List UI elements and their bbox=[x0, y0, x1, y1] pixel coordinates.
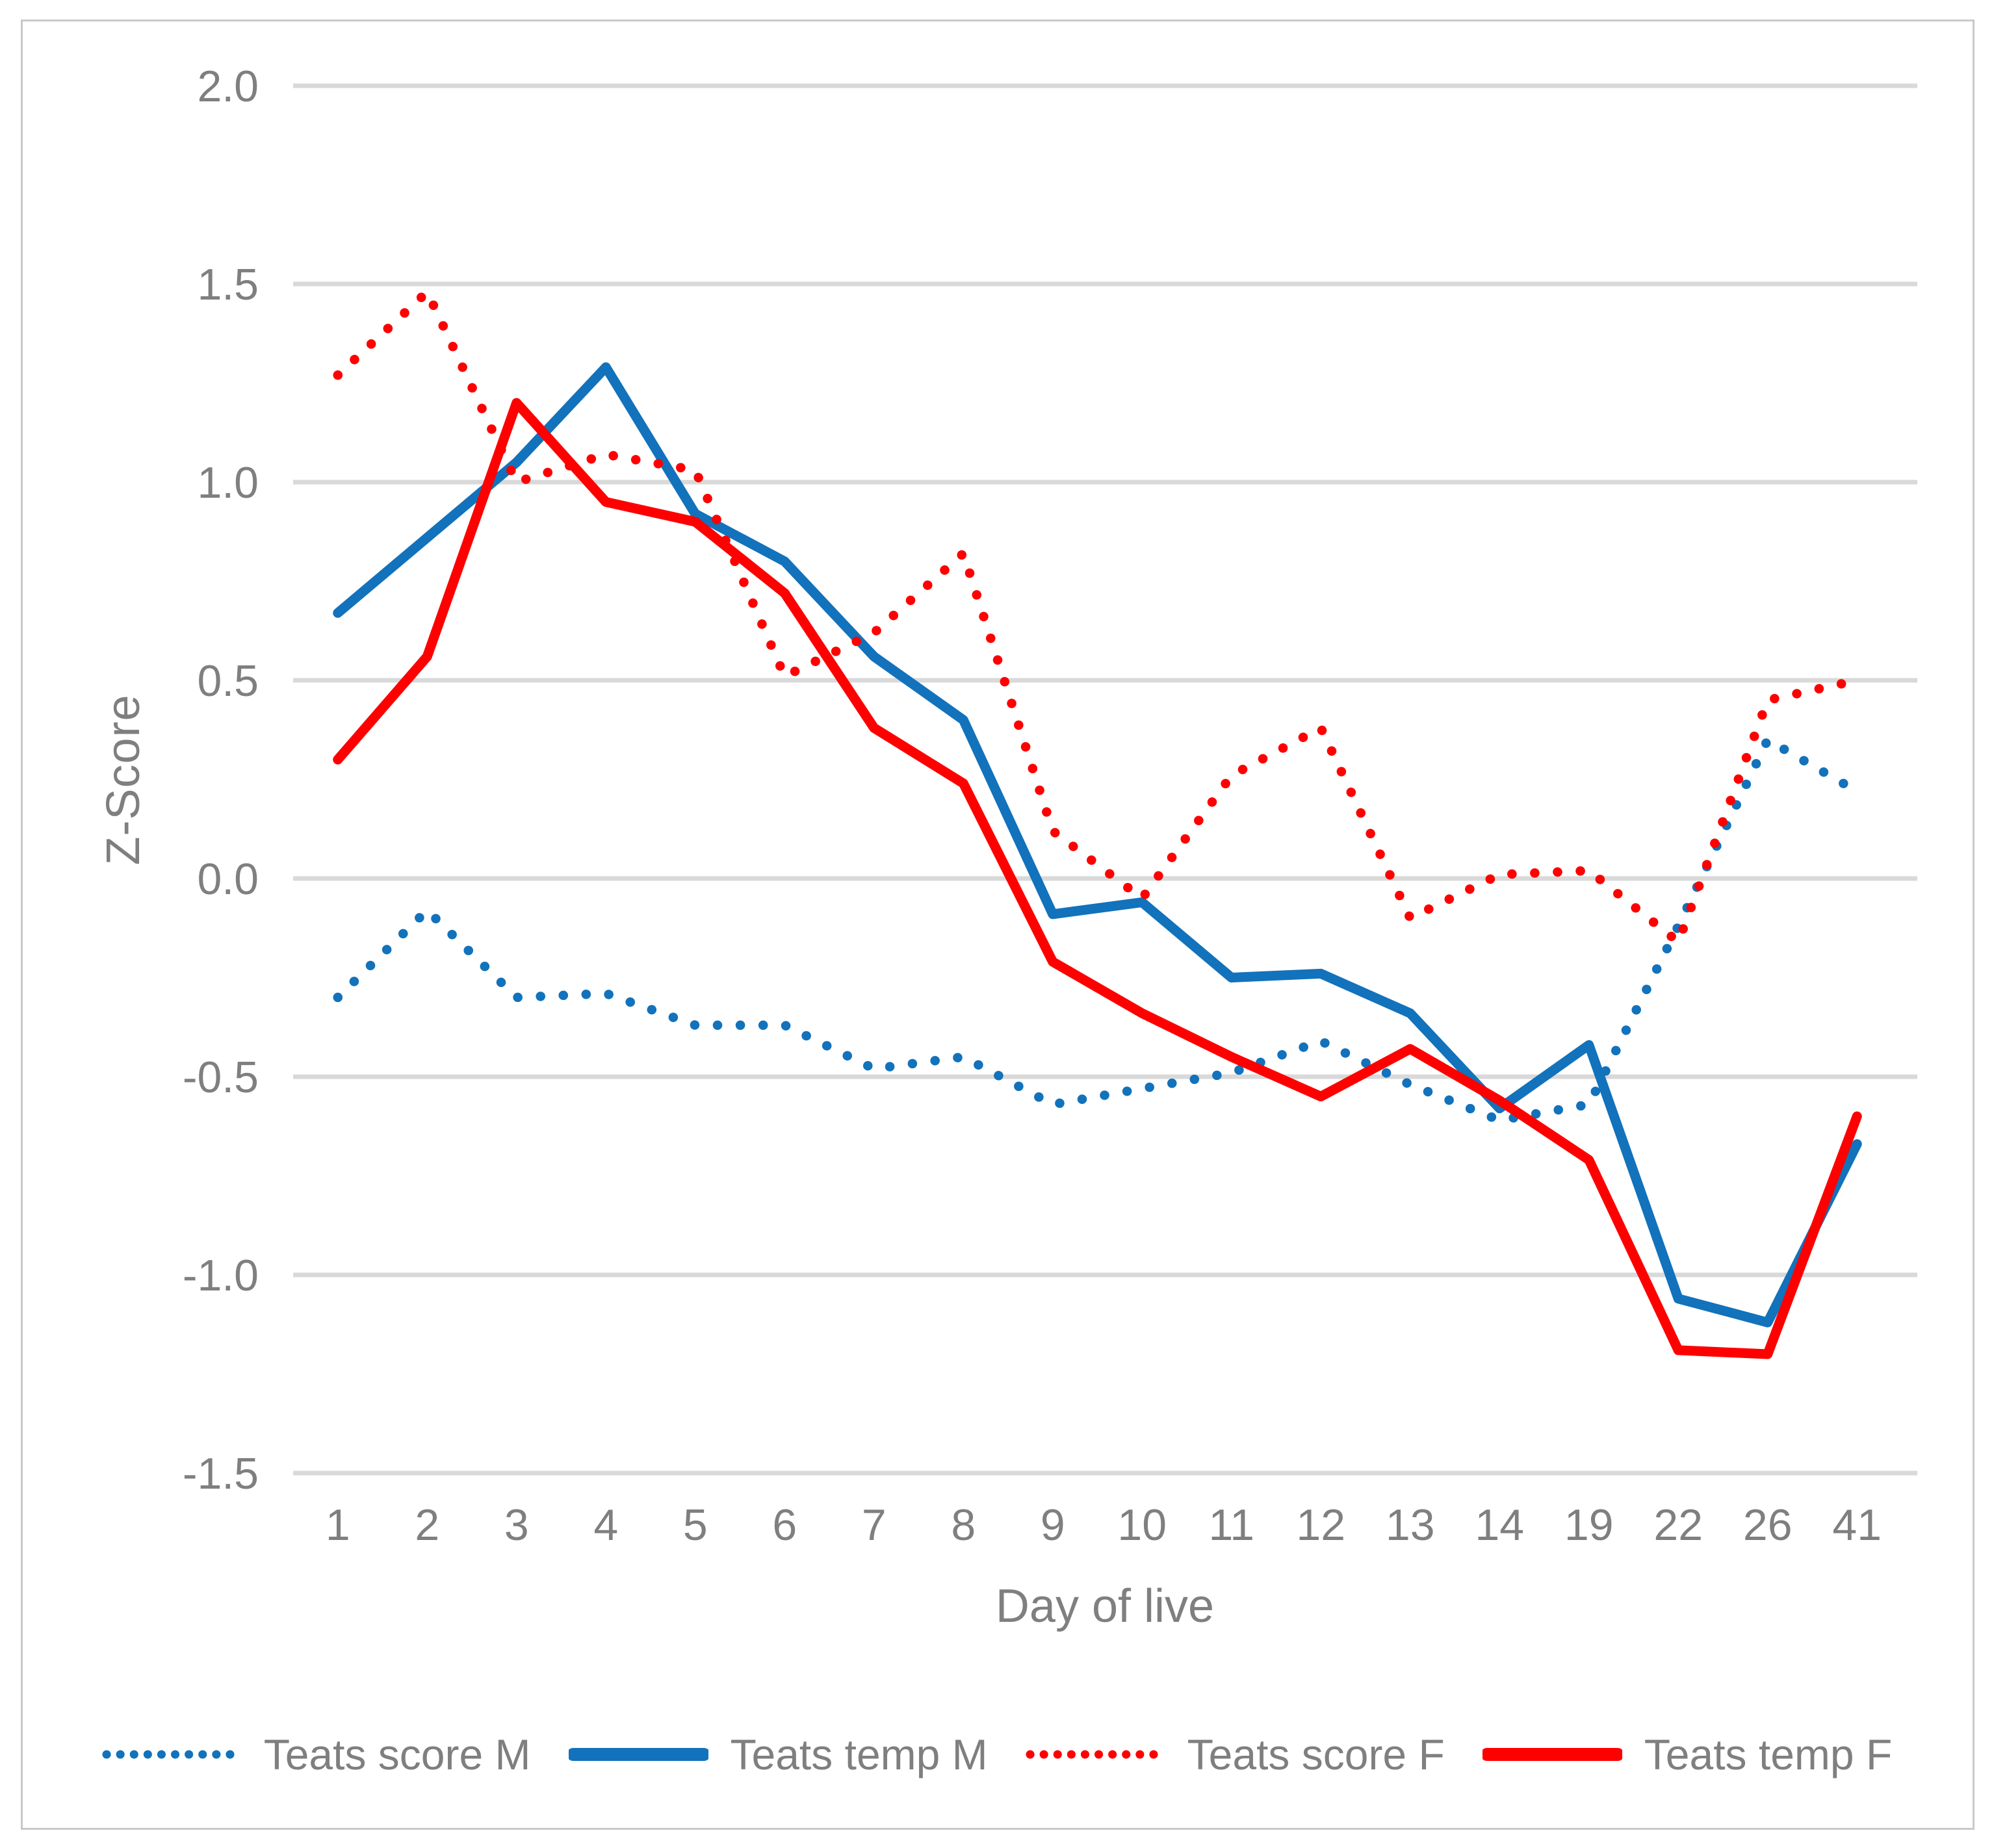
x-tick-label-6: 6 bbox=[772, 1500, 797, 1550]
series-line-teats-temp-f bbox=[333, 398, 1862, 1359]
legend-item-teats-temp-f: Teats temp F bbox=[1480, 1730, 1893, 1779]
legend-label-teats-score-m: Teats score M bbox=[263, 1730, 531, 1778]
x-tick-label-13: 13 bbox=[1386, 1500, 1435, 1550]
legend-label-teats-score-f: Teats score F bbox=[1187, 1730, 1445, 1778]
x-tick-label-9: 9 bbox=[1041, 1500, 1065, 1550]
legend-label-teats-temp-m: Teats temp M bbox=[730, 1730, 988, 1778]
y-tick-label-0.5: 0.5 bbox=[197, 656, 259, 706]
x-tick-label-11: 11 bbox=[1208, 1500, 1254, 1550]
x-tick-label-19: 19 bbox=[1564, 1500, 1614, 1550]
y-axis-title: Z-Score bbox=[97, 694, 149, 866]
x-axis-title: Day of live bbox=[995, 1580, 1215, 1632]
x-tick-label-4: 4 bbox=[593, 1500, 618, 1550]
series-line-teats-score-m bbox=[333, 735, 1862, 1125]
legend-label-teats-temp-f: Teats temp F bbox=[1644, 1730, 1893, 1778]
legend-item-teats-temp-m: Teats temp M bbox=[566, 1730, 988, 1779]
legend: Teats score M Teats temp M Teats score F Te… bbox=[0, 1730, 1994, 1779]
y-tick-label-0.0: 0.0 bbox=[197, 854, 259, 904]
x-tick-label-12: 12 bbox=[1296, 1500, 1345, 1550]
x-tick-label-3: 3 bbox=[504, 1500, 529, 1550]
x-tick-label-22: 22 bbox=[1653, 1500, 1703, 1550]
legend-swatch-dotted-teats-score-f bbox=[1026, 1745, 1165, 1764]
x-tick-label-5: 5 bbox=[683, 1500, 708, 1550]
x-tick-label-41: 41 bbox=[1832, 1500, 1882, 1550]
legend-swatch-dotted-teats-score-m bbox=[102, 1745, 242, 1764]
series-line-teats-temp-m bbox=[333, 362, 1862, 1328]
y-tick-label-1.0: 1.0 bbox=[197, 458, 259, 507]
x-tick-label-2: 2 bbox=[415, 1500, 439, 1550]
x-tick-label-1: 1 bbox=[326, 1500, 350, 1550]
legend-item-teats-score-f: Teats score F bbox=[1026, 1730, 1445, 1779]
x-tick-label-26: 26 bbox=[1743, 1500, 1793, 1550]
y-tick-label--0.5: -0.5 bbox=[183, 1053, 259, 1102]
legend-swatch-solid-teats-temp-f bbox=[1480, 1745, 1624, 1764]
x-tick-label-10: 10 bbox=[1117, 1500, 1167, 1550]
x-tick-label-8: 8 bbox=[951, 1500, 976, 1550]
x-tick-label-7: 7 bbox=[862, 1500, 887, 1550]
y-tick-label-2.0: 2.0 bbox=[197, 62, 259, 111]
legend-swatch-solid-teats-temp-m bbox=[566, 1745, 710, 1764]
y-tick-label--1.0: -1.0 bbox=[183, 1251, 259, 1300]
series-line-teats-score-f bbox=[333, 287, 1862, 947]
x-tick-label-14: 14 bbox=[1475, 1500, 1524, 1550]
y-tick-label-1.5: 1.5 bbox=[197, 260, 259, 309]
y-tick-label--1.5: -1.5 bbox=[183, 1449, 259, 1498]
legend-item-teats-score-m: Teats score M bbox=[102, 1730, 531, 1779]
